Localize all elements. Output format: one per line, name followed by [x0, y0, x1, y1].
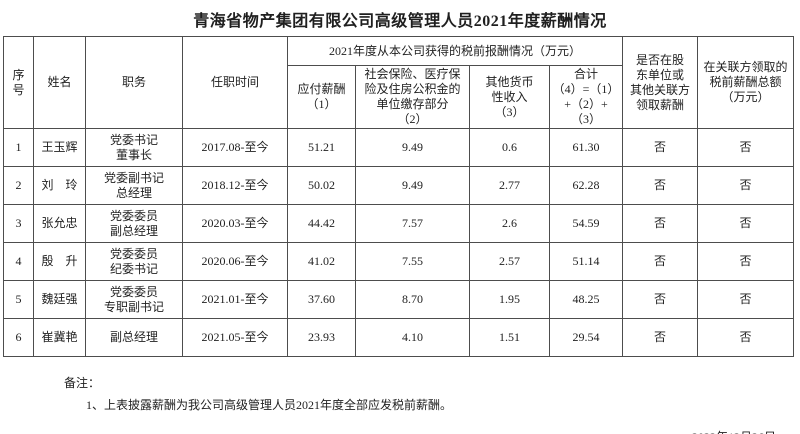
table-row: 5 魏廷强 党委委员 专职副书记 2021.01-至今 37.60 8.70 1… — [3, 280, 795, 319]
table-header-row-2: 应付薪酬 （1） 社会保险、医疗保 险及住房公积金的 单位缴存部分 （2） 其他… — [4, 65, 794, 129]
cell-shareholder: 否 — [622, 242, 699, 281]
cell-payable: 51.21 — [287, 128, 356, 167]
cell-seq: 3 — [3, 204, 34, 243]
cell-total: 48.25 — [548, 280, 624, 319]
cell-total: 51.14 — [548, 242, 624, 281]
cell-insurance: 7.57 — [355, 204, 470, 243]
cell-position: 党委委员 纪委书记 — [85, 242, 183, 281]
cell-position: 党委委员 副总经理 — [85, 204, 183, 243]
cell-payable: 23.93 — [287, 318, 356, 357]
cell-payable: 41.02 — [287, 242, 356, 281]
cell-tenure: 2020.06-至今 — [182, 242, 288, 281]
col-header-tenure: 任职时间 — [182, 36, 288, 129]
col-header-seq: 序 号 — [3, 36, 34, 129]
cell-shareholder: 否 — [622, 204, 699, 243]
col-header-payable: 应付薪酬 （1） — [287, 65, 356, 129]
cell-payable: 50.02 — [287, 166, 356, 205]
col-header-total: 合计 （4）=（1） +（2）+ （3） — [548, 65, 624, 129]
document-date: 2022年12月26日 — [0, 428, 800, 434]
cell-seq: 2 — [3, 166, 34, 205]
col-header-shareholder-pay: 是否在股 东单位或 其他关联方 领取薪酬 — [622, 36, 699, 129]
notes-label: 备注： — [64, 376, 101, 390]
cell-seq: 6 — [3, 318, 34, 357]
cell-insurance: 8.70 — [355, 280, 470, 319]
cell-tenure: 2021.01-至今 — [182, 280, 288, 319]
cell-total: 54.59 — [548, 204, 624, 243]
cell-other: 0.6 — [469, 128, 550, 167]
note-item-1: 1、上表披露薪酬为我公司高级管理人员2021年度全部应发税前薪酬。 — [86, 398, 453, 412]
cell-position: 党委书记 董事长 — [85, 128, 183, 167]
page-title: 青海省物产集团有限公司高级管理人员2021年度薪酬情况 — [193, 13, 607, 30]
cell-total: 29.54 — [548, 318, 624, 357]
col-header-insurance: 社会保险、医疗保 险及住房公积金的 单位缴存部分 （2） — [355, 65, 470, 129]
cell-name: 刘 玲 — [33, 166, 86, 205]
col-header-related-party-pay: 在关联方领取的 税前薪酬总额 （万元） — [697, 36, 795, 129]
cell-other: 1.95 — [469, 280, 550, 319]
cell-tenure: 2021.05-至今 — [182, 318, 288, 357]
cell-other: 2.57 — [469, 242, 550, 281]
cell-payable: 37.60 — [287, 280, 356, 319]
table-row: 1 王玉辉 党委书记 董事长 2017.08-至今 51.21 9.49 0.6… — [3, 128, 795, 167]
cell-name: 张允忠 — [33, 204, 86, 243]
cell-insurance: 7.55 — [355, 242, 470, 281]
cell-total: 61.30 — [548, 128, 624, 167]
cell-insurance: 9.49 — [355, 128, 470, 167]
cell-shareholder: 否 — [622, 128, 699, 167]
cell-tenure: 2018.12-至今 — [182, 166, 288, 205]
col-header-group-pretax: 2021年度从本公司获得的税前报酬情况（万元） — [286, 36, 624, 66]
cell-insurance: 9.49 — [355, 166, 470, 205]
table-row: 4 殷 升 党委委员 纪委书记 2020.06-至今 41.02 7.55 2.… — [3, 242, 795, 281]
cell-name: 王玉辉 — [33, 128, 86, 167]
cell-tenure: 2020.03-至今 — [182, 204, 288, 243]
salary-table: 序 号 姓名 职务 任职时间 2021年度从本公司获得的税前报酬情况（万元） 是… — [3, 36, 795, 357]
cell-payable: 44.42 — [287, 204, 356, 243]
cell-insurance: 4.10 — [355, 318, 470, 357]
table-row: 2 刘 玲 党委副书记 总经理 2018.12-至今 50.02 9.49 2.… — [3, 166, 795, 205]
col-header-other-income: 其他货币 性收入 （3） — [469, 65, 550, 129]
cell-position: 党委委员 专职副书记 — [85, 280, 183, 319]
cell-total: 62.28 — [548, 166, 624, 205]
cell-seq: 5 — [3, 280, 34, 319]
cell-name: 殷 升 — [33, 242, 86, 281]
cell-related: 否 — [697, 242, 795, 281]
cell-related: 否 — [697, 318, 795, 357]
cell-related: 否 — [697, 128, 795, 167]
cell-related: 否 — [697, 280, 795, 319]
cell-tenure: 2017.08-至今 — [182, 128, 288, 167]
cell-shareholder: 否 — [622, 280, 699, 319]
cell-shareholder: 否 — [622, 318, 699, 357]
cell-other: 2.77 — [469, 166, 550, 205]
cell-position: 副总经理 — [85, 318, 183, 357]
table-row: 3 张允忠 党委委员 副总经理 2020.03-至今 44.42 7.57 2.… — [3, 204, 795, 243]
cell-related: 否 — [697, 204, 795, 243]
cell-related: 否 — [697, 166, 795, 205]
cell-name: 崔冀艳 — [33, 318, 86, 357]
cell-name: 魏廷强 — [33, 280, 86, 319]
cell-position: 党委副书记 总经理 — [85, 166, 183, 205]
table-row: 6 崔冀艳 副总经理 2021.05-至今 23.93 4.10 1.51 29… — [3, 318, 795, 357]
cell-shareholder: 否 — [622, 166, 699, 205]
col-header-position: 职务 — [85, 36, 183, 129]
notes-section: 备注： 1、上表披露薪酬为我公司高级管理人员2021年度全部应发税前薪酬。 — [64, 374, 800, 413]
cell-other: 1.51 — [469, 318, 550, 357]
cell-seq: 4 — [3, 242, 34, 281]
cell-other: 2.6 — [469, 204, 550, 243]
col-header-name: 姓名 — [33, 36, 86, 129]
cell-seq: 1 — [3, 128, 34, 167]
table-header-row-1: 序 号 姓名 职务 任职时间 2021年度从本公司获得的税前报酬情况（万元） 是… — [3, 36, 795, 129]
